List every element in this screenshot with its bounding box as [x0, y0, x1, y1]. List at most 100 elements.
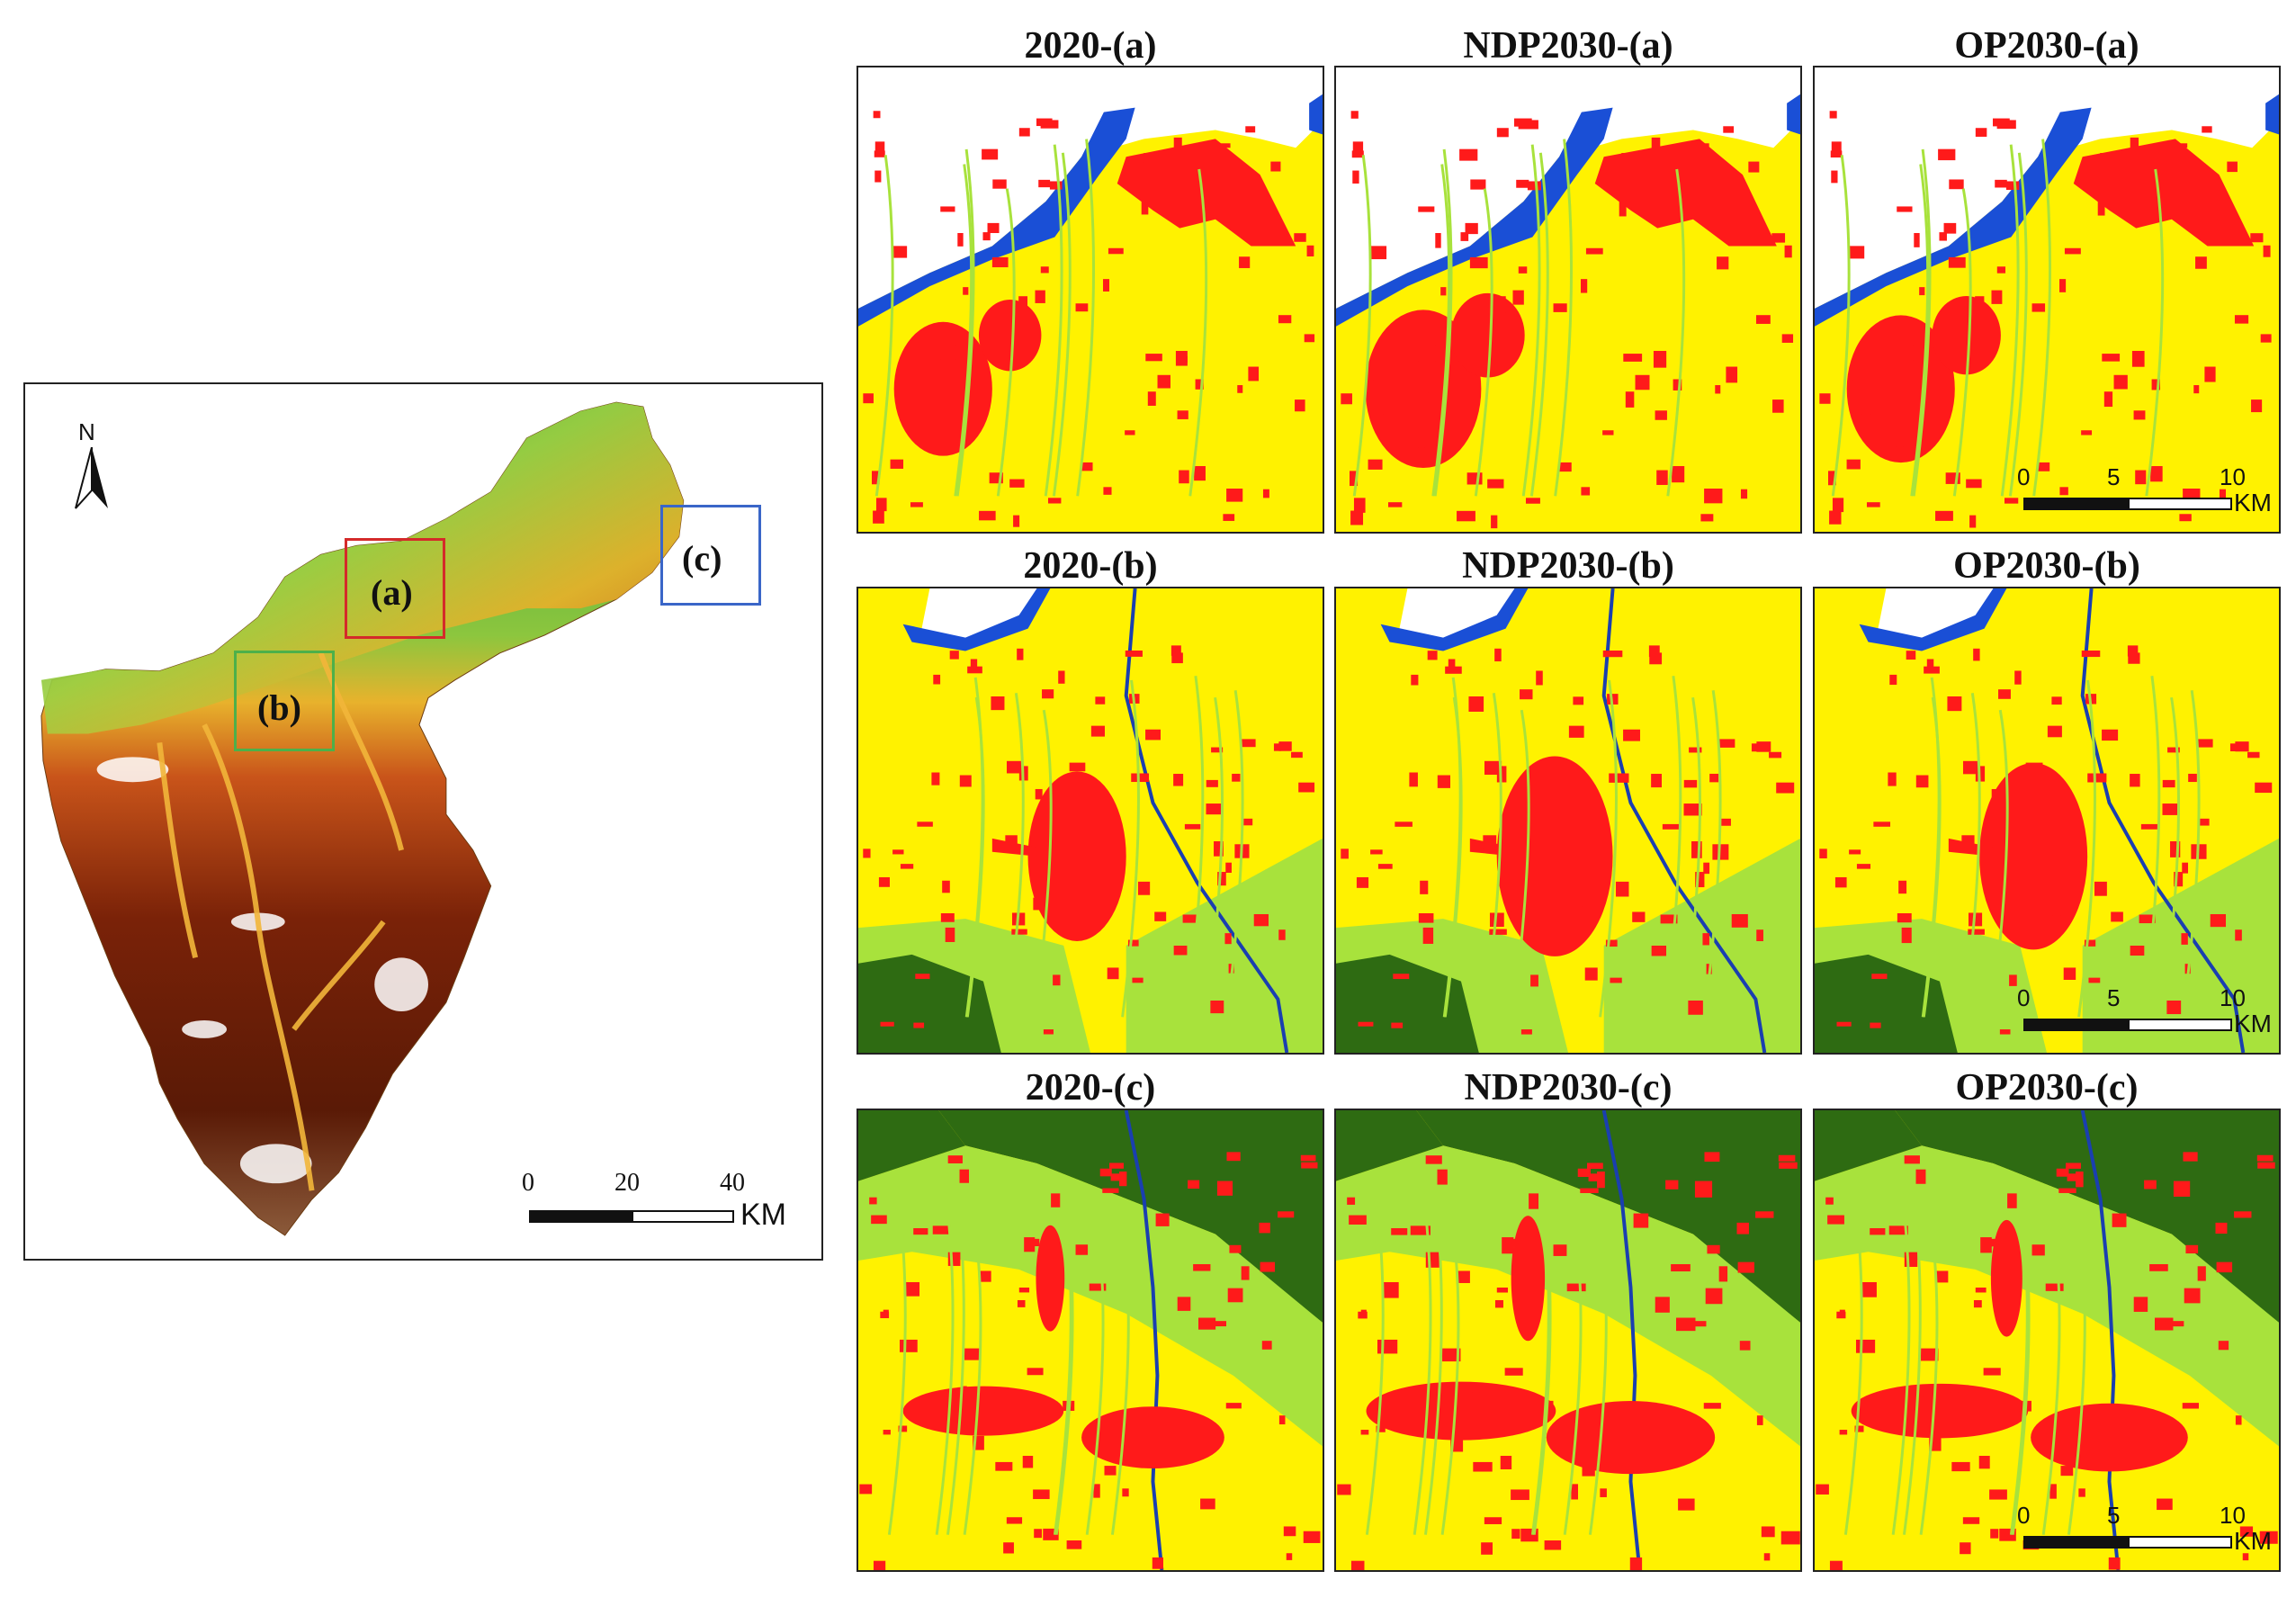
- settlement-patch: [1422, 927, 1434, 944]
- settlement-patch: [1665, 1180, 1679, 1190]
- settlement-patch: [1831, 170, 1838, 184]
- settlement-patch: [992, 179, 1007, 189]
- river-water: [1380, 588, 1529, 651]
- river-valleys: [157, 651, 405, 1191]
- settlement-patch: [1825, 1197, 1834, 1205]
- settlement-patch: [1991, 290, 2003, 304]
- settlement-patch: [959, 1169, 970, 1183]
- settlement-patch: [1410, 1225, 1431, 1235]
- settlement-patch: [1949, 179, 1964, 190]
- vegetation-strip: [2141, 675, 2161, 1018]
- vegetation-strip: [955, 148, 975, 497]
- settlement-patch: [1975, 128, 1987, 137]
- settlement-patch: [1839, 1309, 1845, 1316]
- settlement-patch: [1703, 862, 1710, 875]
- panel-scale-tick: 0: [2017, 463, 2031, 490]
- settlement-patch: [1901, 927, 1912, 944]
- settlement-patch: [2239, 1526, 2254, 1537]
- forest-area: [1895, 1110, 2279, 1323]
- vegetation-strip: [1952, 188, 1972, 497]
- panel-scale-unit: KM: [2234, 1010, 2272, 1037]
- urban-core: [1511, 1216, 1546, 1342]
- settlement-patch: [1756, 1415, 1763, 1425]
- settlement-patch: [1948, 256, 1966, 268]
- settlement-patch: [2162, 803, 2180, 815]
- settlement-patch: [2005, 181, 2020, 191]
- panel-scale-tick: 5: [2107, 1502, 2121, 1529]
- settlement-patch: [1731, 913, 1748, 928]
- no-data-area: [1398, 588, 1515, 642]
- settlement-patch: [1358, 1021, 1374, 1027]
- settlement-patch: [1188, 1180, 1200, 1190]
- settlement-patch: [945, 927, 955, 942]
- settlement-patch: [1688, 1001, 1703, 1015]
- settlement-patch: [1131, 773, 1150, 783]
- settlement-patch: [949, 651, 959, 660]
- settlement-patch: [1763, 1553, 1771, 1561]
- settlement-patch: [2234, 315, 2249, 324]
- river-line: [1124, 588, 1289, 1053]
- settlement-patch: [1368, 459, 1383, 470]
- settlement-patch: [991, 256, 1009, 268]
- settlement-patch: [1145, 729, 1161, 741]
- settlement-patch: [1102, 1188, 1119, 1193]
- forest-area: [1416, 1110, 1800, 1323]
- land-use-map: [858, 1110, 1323, 1570]
- settlement-patch: [1005, 835, 1018, 848]
- settlement-patch: [2130, 137, 2139, 151]
- settlement-patch: [1122, 1488, 1129, 1497]
- panel-title: NDP2030-(c): [1464, 1067, 1673, 1109]
- settlement-patch: [1442, 1348, 1461, 1362]
- study-area-box-c: [660, 505, 761, 606]
- settlement-patch: [2170, 840, 2181, 857]
- settlement-patch: [1755, 1211, 1774, 1218]
- settlement-patch: [1625, 391, 1635, 408]
- settlement-patch: [1635, 374, 1650, 391]
- settlement-patch: [1483, 835, 1497, 848]
- settlement-patch: [874, 141, 885, 156]
- scale-bar-black: [529, 1210, 632, 1223]
- settlement-patch: [1457, 1270, 1470, 1283]
- settlement-patch: [1466, 472, 1483, 485]
- settlement-patch: [1069, 762, 1086, 772]
- settlement-patch: [1819, 393, 1831, 404]
- forest-area: [1336, 1110, 1444, 1181]
- settlement-patch: [1260, 1261, 1276, 1272]
- vegetation-strip: [2041, 1216, 2061, 1535]
- settlement-patch: [1006, 760, 1023, 774]
- settlement-patch: [2175, 143, 2188, 148]
- settlement-patch: [1175, 350, 1188, 366]
- vegetation-strip: [2009, 1190, 2029, 1535]
- urban-core: [1932, 296, 2001, 375]
- settlement-patch: [1093, 1484, 1100, 1498]
- settlement-patch: [1243, 818, 1253, 826]
- settlement-patch: [1839, 1430, 1848, 1435]
- settlement-patch: [940, 206, 955, 212]
- settlement-patch: [1566, 1283, 1586, 1292]
- settlement-patch: [1723, 126, 1735, 133]
- settlement-patch: [1897, 206, 1913, 212]
- settlement-patch: [1834, 876, 1847, 888]
- settlement-patch: [947, 1155, 963, 1163]
- settlement-patch: [1177, 410, 1188, 419]
- overview-dem-map: [40, 401, 685, 1236]
- settlement-patch: [1530, 974, 1538, 987]
- settlement-patch: [1516, 179, 1529, 188]
- settlement-patch: [1717, 256, 1729, 270]
- settlement-patch: [970, 659, 978, 671]
- settlement-patch: [1819, 848, 1827, 858]
- vegetation-strip: [1910, 164, 1930, 497]
- settlement-patch: [1208, 1321, 1226, 1327]
- settlement-patch: [991, 696, 1005, 711]
- settlement-patch: [1081, 462, 1093, 471]
- settlement-patch: [2197, 1266, 2206, 1281]
- settlement-patch: [2127, 645, 2139, 657]
- settlement-patch: [2197, 739, 2213, 748]
- vegetation-strip: [1663, 675, 1682, 1018]
- settlement-patch: [2133, 1297, 2148, 1312]
- settlement-patch: [1973, 1299, 1982, 1308]
- settlement-patch: [1558, 462, 1572, 472]
- settlement-patch: [964, 1348, 982, 1360]
- panel-scale-bar-white: [2128, 1019, 2232, 1031]
- settlement-patch: [1605, 939, 1618, 947]
